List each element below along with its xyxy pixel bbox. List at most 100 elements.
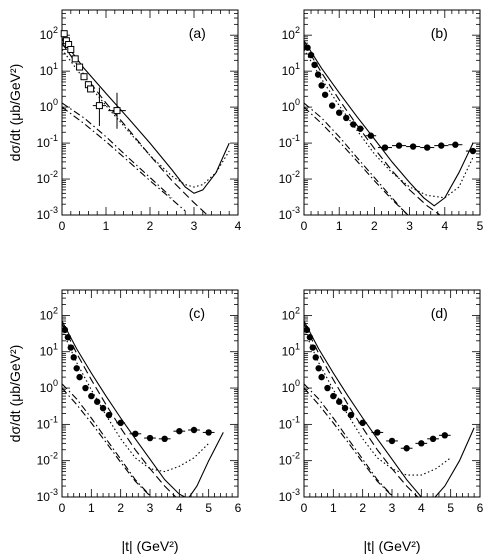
data-point [304, 44, 311, 51]
data-point [67, 344, 75, 351]
model-curve-dotted [62, 49, 230, 188]
data-point [303, 326, 311, 334]
data-point [64, 334, 72, 341]
data-point [418, 440, 425, 447]
chart-panel: 0 1 2 3 4 10-3 10-2 10-1 100 101 102 (a) dσ/dt (μb/G… [7, 9, 242, 233]
x-tick-label: 3 [191, 219, 198, 233]
data-point [343, 114, 350, 122]
x-tick-label: 0 [59, 219, 66, 233]
x-tick-label: 6 [477, 501, 484, 515]
model-curve-dashdot [304, 387, 394, 497]
x-tick-label: 0 [301, 219, 308, 233]
data-point [82, 384, 89, 392]
y-tick-label: 101 [282, 61, 300, 78]
data-point [336, 109, 343, 116]
y-tick-label: 10-3 [279, 205, 300, 222]
y-tick-label: 101 [40, 342, 58, 359]
plot-frame [303, 289, 481, 498]
data-point [117, 419, 124, 427]
data-point [76, 63, 84, 71]
x-tick-label: 3 [406, 219, 413, 233]
x-tick-label: 3 [389, 501, 396, 515]
data-point [311, 61, 318, 69]
y-tick-label: 10-1 [279, 133, 300, 150]
data-point [105, 411, 113, 419]
chart-panel: 0 1 2 3 4 5 6 10-3 10-2 10-1 100 101 102 (c) dσ/dt (μb… [7, 289, 242, 554]
data-point [429, 435, 437, 443]
data-point [94, 398, 101, 405]
data-point [347, 411, 355, 419]
x-axis-label: |t| (GeV²) [363, 538, 420, 554]
data-point [176, 427, 183, 435]
data-point [469, 147, 477, 155]
x-tick-label: 4 [235, 219, 242, 233]
data-point [314, 71, 322, 78]
y-tick-label: 100 [282, 378, 300, 395]
y-tick-label: 10-3 [37, 205, 58, 222]
x-tick-label: 1 [336, 219, 343, 233]
y-tick-label: 10-2 [279, 451, 300, 468]
model-curve-dashdot [62, 102, 173, 199]
data-point [441, 432, 448, 439]
y-tick-label: 10-3 [37, 487, 58, 504]
y-tick-label: 102 [40, 305, 58, 322]
model-curve-dashdot [304, 106, 409, 215]
data-point [76, 373, 83, 381]
y-tick-label: 100 [40, 378, 58, 395]
model-curve-dashed [304, 42, 441, 215]
model-curve-dashdot [304, 102, 407, 214]
y-tick-label: 102 [282, 25, 300, 42]
plot-frame [61, 289, 239, 498]
data-point [99, 404, 107, 412]
data-point [132, 430, 139, 437]
model-curve-solid [304, 40, 474, 207]
x-tick-label: 1 [103, 219, 110, 233]
chart-panel: 0 1 2 3 4 5 6 10-3 10-2 10-1 100 101 102 (d) |t| (GeV²… [279, 289, 484, 554]
x-tick-label: 4 [418, 501, 425, 515]
x-tick-label: 4 [176, 501, 183, 515]
model-curve-dashed [62, 42, 209, 215]
y-tick-label: 102 [40, 25, 58, 42]
model-curve-dashdot [304, 383, 393, 496]
data-point [438, 142, 445, 149]
data-point [80, 73, 88, 81]
data-point [161, 435, 168, 443]
y-tick-label: 10-2 [37, 169, 58, 186]
model-curve-dashdot [62, 387, 152, 497]
x-tick-label: 0 [301, 501, 308, 515]
model-curve-dotted [62, 329, 210, 473]
y-tick-label: 101 [40, 61, 58, 78]
x-tick-label: 2 [117, 501, 124, 515]
panel-label: (a) [189, 25, 206, 41]
model-curve-solid [62, 38, 230, 194]
x-tick-label: 5 [477, 219, 484, 233]
y-tick-label: 10-1 [37, 133, 58, 150]
panel-label: (b) [431, 25, 448, 41]
data-point [350, 121, 357, 128]
panel-label: (c) [189, 305, 205, 321]
data-point [367, 132, 375, 139]
data-point [88, 392, 95, 400]
data-point [409, 143, 417, 150]
y-tick-label: 10-2 [279, 169, 300, 186]
model-curve-solid [62, 320, 224, 497]
data-point [309, 344, 316, 351]
x-tick-label: 2 [147, 219, 154, 233]
y-tick-label: 10-1 [279, 414, 300, 431]
data-point [388, 437, 396, 445]
data-point [321, 91, 329, 98]
x-tick-label: 2 [359, 501, 366, 515]
x-tick-label: 1 [330, 501, 337, 515]
data-point [357, 125, 364, 132]
data-point [336, 398, 343, 405]
data-point [341, 404, 349, 412]
data-point [324, 384, 331, 392]
y-tick-label: 100 [40, 97, 58, 114]
x-tick-label: 2 [371, 219, 378, 233]
data-point [70, 354, 77, 361]
data-point [306, 334, 314, 341]
x-tick-label: 5 [447, 501, 454, 515]
data-point [328, 102, 336, 109]
data-point [318, 373, 325, 381]
data-point [312, 354, 319, 361]
